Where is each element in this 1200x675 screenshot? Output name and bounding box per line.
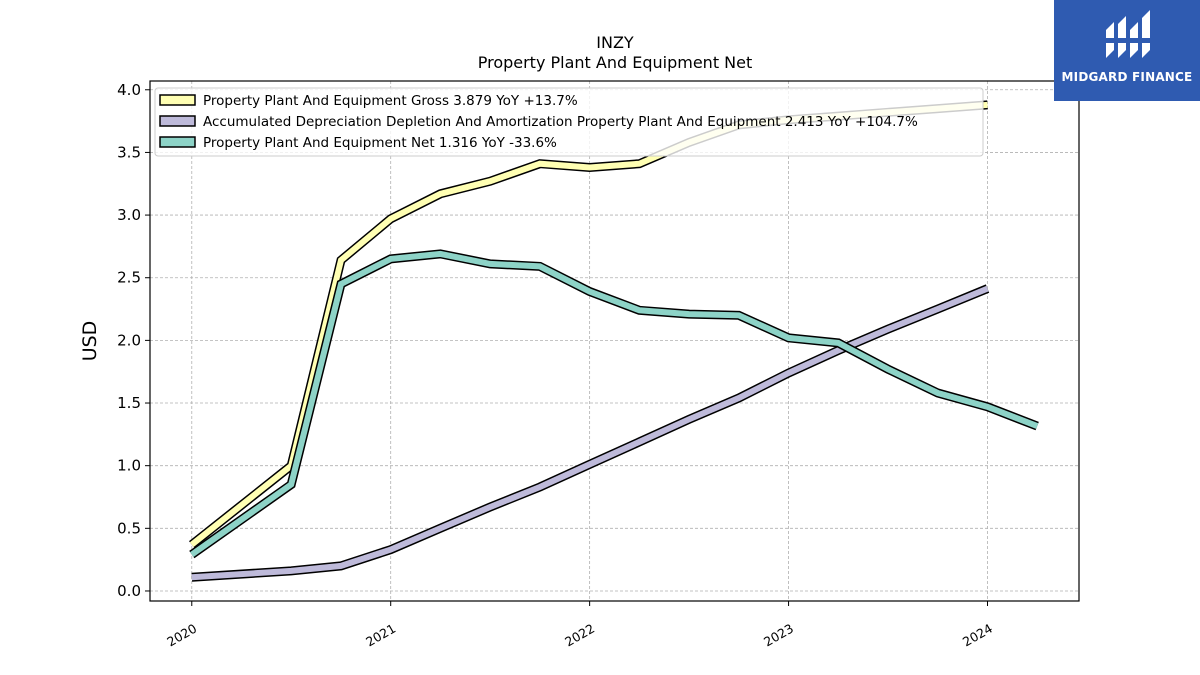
chart-title: INZY	[596, 33, 634, 52]
x-tick-label: 2024	[960, 621, 995, 650]
x-tick-label: 2022	[562, 621, 597, 650]
series-line	[190, 250, 1039, 558]
y-tick-label: 3.0	[117, 206, 141, 224]
series-1	[191, 284, 990, 582]
series-line	[191, 285, 989, 581]
legend-swatch	[159, 94, 196, 106]
series-2	[189, 249, 1039, 559]
legend-label: Property Plant And Equipment Gross 3.879…	[203, 93, 578, 109]
y-tick-label: 4.0	[117, 81, 141, 99]
brand-name: MIDGARD FINANCE	[1061, 70, 1193, 84]
midgard-logo-icon	[1106, 10, 1150, 58]
y-tick-label: 1.0	[117, 457, 141, 475]
series-layer	[189, 100, 1039, 582]
y-tick-label: 1.5	[117, 394, 141, 412]
legend-label: Accumulated Depreciation Depletion And A…	[203, 114, 918, 130]
chart-subtitle: Property Plant And Equipment Net	[478, 53, 753, 72]
y-tick-label: 0.0	[117, 582, 141, 600]
brand-logo: MIDGARD FINANCE	[1054, 0, 1200, 101]
legend-swatch	[159, 115, 196, 127]
y-tick-label: 2.0	[117, 331, 141, 349]
legend-frame	[154, 87, 984, 157]
y-axis-label: USD	[79, 321, 101, 362]
ticks: 0.0 0.5 1.0 1.5 2.0 2.5 3.0 3.5 4.0 2020 2021 2022 2…	[117, 81, 995, 650]
y-tick-label: 2.5	[117, 269, 141, 287]
plot-frame	[149, 80, 1080, 602]
legend-swatch	[159, 136, 196, 148]
legend: Property Plant And Equipment Gross 3.879…	[154, 87, 984, 157]
legend-label: Property Plant And Equipment Net 1.316 Y…	[203, 135, 557, 151]
y-tick-label: 0.5	[117, 519, 141, 537]
x-tick-label: 2021	[363, 621, 398, 650]
grid	[150, 81, 1079, 601]
x-tick-label: 2020	[164, 621, 199, 650]
y-tick-label: 3.5	[117, 143, 141, 161]
x-tick-label: 2023	[761, 621, 796, 650]
